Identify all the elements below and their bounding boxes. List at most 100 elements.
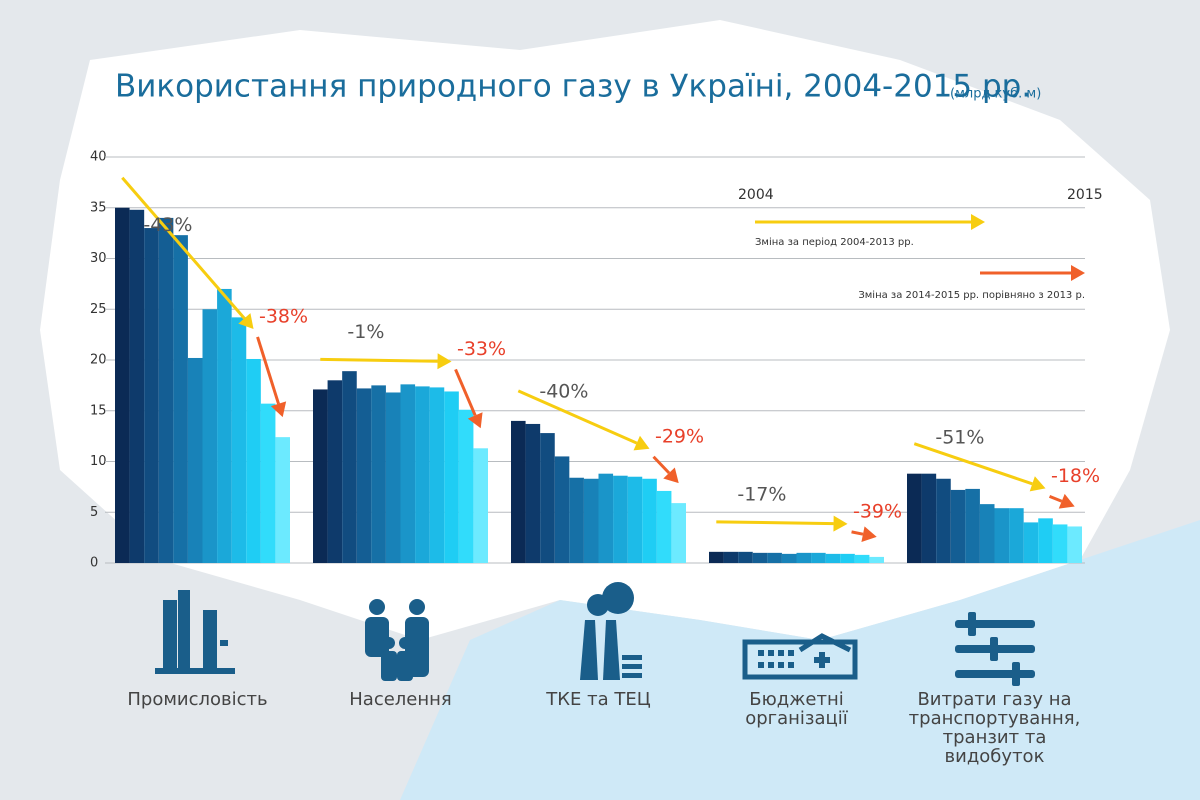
building-icon <box>742 633 858 680</box>
bar <box>627 476 643 563</box>
arrow-head <box>861 526 877 543</box>
bar <box>936 478 951 563</box>
bar <box>709 551 724 563</box>
category-label: Витрати газу на <box>917 689 1071 710</box>
change-arrow <box>517 389 638 445</box>
arrow-head <box>467 412 483 429</box>
bar <box>738 551 753 563</box>
bar <box>979 504 995 563</box>
category-label: транспортування, <box>909 708 1081 729</box>
y-tick-label: 20 <box>90 353 107 368</box>
bar <box>583 478 599 563</box>
bar <box>385 392 401 563</box>
bar <box>129 209 145 563</box>
change-arrow <box>320 357 438 363</box>
bar <box>400 384 416 563</box>
bar <box>444 391 459 563</box>
bar <box>767 552 782 563</box>
change-arrow <box>652 455 671 475</box>
arrow-head <box>1071 265 1085 281</box>
bar <box>1009 508 1024 563</box>
change-label: -17% <box>737 483 786 505</box>
change-arrow <box>256 336 280 405</box>
change-label: -43% <box>143 214 192 236</box>
bar <box>1038 518 1053 563</box>
bar <box>671 503 686 563</box>
bar <box>173 235 188 563</box>
change-label: -29% <box>655 425 704 447</box>
legend-end: 2015 <box>1067 187 1103 203</box>
y-tick-label: 25 <box>90 302 107 317</box>
bar <box>723 551 739 563</box>
y-tick-label: 30 <box>90 251 107 266</box>
change-label: -51% <box>935 427 984 449</box>
bar <box>115 207 130 563</box>
legend-start: 2004 <box>738 187 774 203</box>
change-label: -33% <box>457 338 506 360</box>
change-arrow <box>121 176 246 320</box>
change-arrow <box>913 442 1033 486</box>
bar <box>1052 524 1068 563</box>
bar <box>950 489 966 563</box>
y-tick-label: 35 <box>90 200 107 215</box>
bar <box>187 357 203 563</box>
category-label: Бюджетні <box>749 689 844 710</box>
bar <box>642 478 657 563</box>
bar <box>540 433 555 563</box>
bar <box>613 475 628 563</box>
pipes-icon <box>955 612 1035 686</box>
bar <box>429 387 445 563</box>
legend-text: Зміна за 2014-2015 рр. порівняно з 2013 … <box>858 289 1085 301</box>
bar <box>158 217 174 563</box>
bar <box>313 389 328 563</box>
industry-icon <box>155 590 235 674</box>
bar <box>231 317 247 563</box>
bar <box>202 309 218 563</box>
category-label: транзит та <box>943 727 1047 748</box>
bar <box>656 490 672 563</box>
icons <box>155 582 1035 686</box>
bar <box>1023 522 1039 563</box>
family-icon <box>365 599 429 681</box>
arrow-head <box>270 401 287 418</box>
change-arrow <box>851 530 864 536</box>
y-tick-label: 5 <box>90 505 98 520</box>
arrow-head <box>238 313 254 329</box>
bar <box>260 403 276 563</box>
arrow-head <box>437 353 452 370</box>
bar <box>811 552 826 563</box>
category-label: видобуток <box>945 746 1045 767</box>
bar <box>473 448 488 563</box>
bar <box>217 288 232 563</box>
bar <box>752 552 768 563</box>
bar <box>511 420 526 563</box>
category-label: Промисловість <box>127 689 267 710</box>
change-label: -1% <box>347 321 384 343</box>
bar <box>144 228 159 564</box>
arrow-head <box>1058 493 1075 509</box>
category-label: організації <box>745 708 849 729</box>
bar <box>781 553 797 563</box>
bar <box>921 473 937 563</box>
y-tick-label: 0 <box>90 556 98 571</box>
bar <box>869 556 884 563</box>
legend-text: Зміна за період 2004-2013 рр. <box>755 236 914 248</box>
bar <box>415 386 430 563</box>
bar <box>994 508 1010 563</box>
arrow-head <box>663 467 679 484</box>
bar <box>458 409 474 563</box>
bar <box>1067 526 1082 563</box>
arrow-head <box>833 515 848 532</box>
sea-shape <box>400 520 1200 800</box>
bar <box>840 553 855 563</box>
bar <box>554 456 570 563</box>
y-tick-label: 15 <box>90 403 107 418</box>
bar <box>598 473 614 563</box>
change-arrow <box>454 368 477 417</box>
change-label: -39% <box>853 500 902 522</box>
bar <box>342 371 357 563</box>
bar <box>371 385 386 563</box>
y-tick-label: 10 <box>90 454 107 469</box>
change-arrow <box>1048 494 1063 503</box>
